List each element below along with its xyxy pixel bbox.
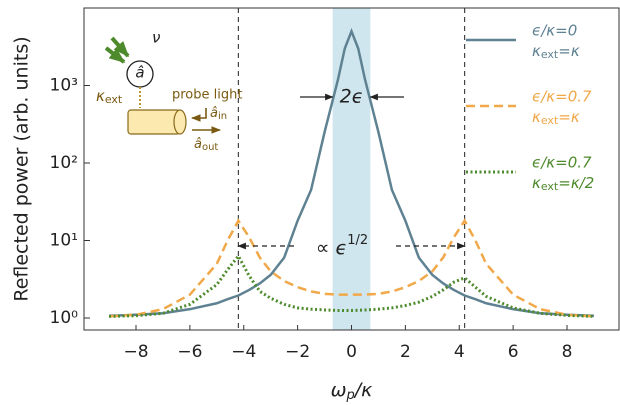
x-tick-label: −6 bbox=[177, 342, 202, 362]
x-tick-label: 2 bbox=[400, 342, 411, 362]
inset-input: âin bbox=[210, 106, 227, 123]
legend-label-part: =κ bbox=[558, 42, 580, 60]
legend-label: ϵ/κ=0.7 bbox=[532, 88, 592, 106]
inset-drive: ν bbox=[152, 29, 160, 47]
x-axis-label: ωp/κ bbox=[331, 379, 374, 403]
y-tick-label: 10³ bbox=[50, 75, 78, 95]
inset-input-part: â bbox=[210, 106, 218, 121]
annotation: 2ϵ bbox=[340, 86, 364, 108]
series-line bbox=[109, 253, 595, 318]
y-tick-label: 10⁰ bbox=[50, 308, 79, 328]
x-axis-label-part: ω bbox=[331, 379, 347, 401]
inset-output-sub: out bbox=[202, 142, 218, 153]
x-axis-label-part: /κ bbox=[353, 379, 373, 401]
x-tick-label: −8 bbox=[123, 342, 148, 362]
inset-input-sub: in bbox=[218, 111, 227, 122]
y-tick-label: 10² bbox=[50, 153, 78, 173]
legend-label-part: κ bbox=[532, 42, 541, 60]
annotation: ∝ ϵ1/2 bbox=[316, 233, 368, 259]
legend-label-part: κ bbox=[532, 108, 541, 126]
shaded-band bbox=[332, 8, 371, 330]
legend-label: ϵ/κ=0 bbox=[532, 22, 577, 40]
x-axis-label-sub: p bbox=[346, 388, 355, 403]
annotation-part: ∝ ϵ bbox=[316, 237, 347, 259]
x-tick-label: 8 bbox=[562, 342, 573, 362]
series-line bbox=[108, 218, 595, 318]
legend-label-sub: ext bbox=[541, 180, 559, 193]
inset-mode: â bbox=[135, 64, 144, 82]
x-tick-label: −4 bbox=[231, 342, 256, 362]
inset-coupling-sub: ext bbox=[105, 93, 123, 106]
legend-label: ϵ/κ=0.7 bbox=[532, 154, 592, 172]
legend-label: κext=κ bbox=[532, 108, 580, 128]
legend-label-part: =κ bbox=[558, 108, 580, 126]
series-line bbox=[109, 27, 594, 317]
x-tick-label: 0 bbox=[346, 342, 357, 362]
inset-probe: probe light bbox=[172, 88, 242, 103]
legend-label: κext=κ/2 bbox=[532, 174, 594, 194]
y-axis-label: Reflected power (arb. units) bbox=[11, 36, 33, 301]
legend-label: κext=κ bbox=[532, 42, 580, 62]
inset-coupling: κext bbox=[96, 87, 123, 107]
annotation-sup: 1/2 bbox=[347, 233, 368, 248]
x-tick-label: 4 bbox=[454, 342, 465, 362]
inset-coupling-part: κ bbox=[96, 87, 105, 105]
y-tick-label: 10¹ bbox=[50, 230, 78, 250]
inset-output-part: â bbox=[194, 137, 202, 152]
legend-label-sub: ext bbox=[541, 48, 559, 61]
inset-output: âout bbox=[194, 137, 218, 154]
legend-label-part: κ bbox=[532, 174, 541, 192]
x-tick-label: −2 bbox=[285, 342, 310, 362]
legend-label-part: =κ/2 bbox=[558, 174, 594, 192]
legend-label-sub: ext bbox=[541, 114, 559, 127]
x-tick-label: 6 bbox=[508, 342, 519, 362]
